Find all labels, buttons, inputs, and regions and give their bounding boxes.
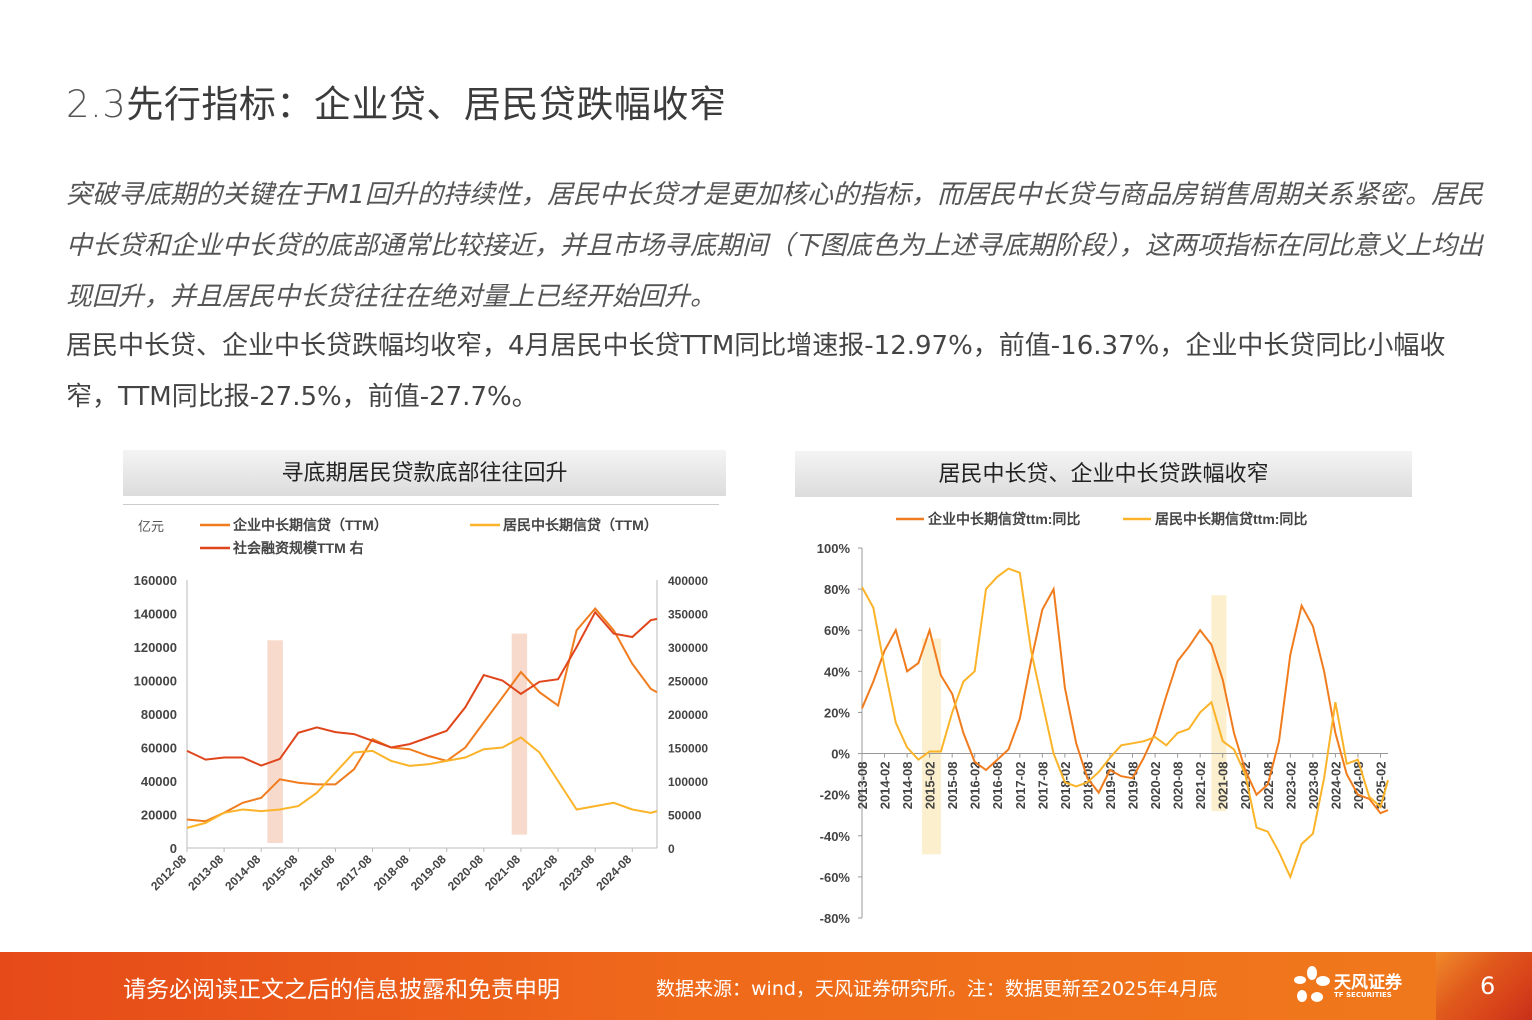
x-tick-label: 2015-08 — [945, 762, 960, 810]
y-tick-label: 80% — [824, 582, 850, 597]
logo-cn-text: 天风证券 — [1334, 973, 1402, 993]
y-left-tick-label: 20000 — [141, 808, 177, 823]
y-tick-label: -80% — [820, 911, 851, 926]
y-left-tick-label: 60000 — [141, 741, 177, 756]
section-number: 2.3 — [66, 83, 127, 126]
tf-securities-logo: 天风证券 TF SECURITIES — [1292, 966, 1432, 1008]
chart1-title: 寻底期居民贷款底部往往回升 — [123, 450, 726, 496]
series-line-0 — [861, 585, 1389, 815]
section-title: 先行指标：企业贷、居民贷跌幅收窄 — [126, 83, 727, 126]
unit-label: 亿元 — [138, 520, 164, 535]
x-tick-label: 2018-08 — [1080, 762, 1095, 810]
y-left-tick-label: 160000 — [134, 573, 177, 588]
legend-label: 居民中长期信贷（TTM） — [503, 517, 658, 533]
shaded-period — [511, 633, 528, 835]
y-left-tick-label: 140000 — [134, 607, 177, 622]
y-tick-label: 60% — [824, 623, 850, 638]
x-tick-label: 2015-02 — [923, 762, 938, 810]
chart1-divider — [123, 504, 719, 505]
x-tick-label: 2020-02 — [1148, 762, 1163, 810]
shaded-period — [267, 640, 283, 843]
summary-paragraph: 居民中长贷、企业中长贷跌幅均收窄，4月居民中长贷TTM同比增速报-12.97%，… — [66, 331, 1446, 412]
disclaimer-text: 请务必阅读正文之后的信息披露和免责申明 — [123, 977, 560, 1003]
y-right-tick-label: 250000 — [668, 675, 708, 689]
y-tick-label: 40% — [824, 664, 850, 679]
x-tick-label: 2023-08 — [1306, 762, 1321, 810]
x-tick-label: 2016-08 — [990, 762, 1005, 810]
legend-label: 社会融资规模TTM 右 — [232, 540, 364, 556]
page-title: 2.3先行指标：企业贷、居民贷跌幅收窄 — [66, 74, 726, 128]
y-tick-label: -40% — [820, 829, 851, 844]
y-right-tick-label: 200000 — [668, 708, 708, 722]
legend-label: 居民中长期信贷ttm:同比 — [1155, 511, 1307, 527]
footer-bar: 请务必阅读正文之后的信息披露和免责申明 数据来源：wind，天风证券研究所。注：… — [0, 952, 1532, 1020]
y-right-tick-label: 50000 — [668, 809, 702, 823]
y-right-tick-label: 150000 — [668, 742, 708, 756]
y-tick-label: 100% — [817, 541, 851, 556]
y-left-tick-label: 40000 — [141, 774, 177, 789]
y-left-tick-label: 120000 — [134, 640, 177, 655]
x-tick-label: 2024-02 — [1328, 762, 1343, 810]
legend-label: 企业中长期信贷（TTM） — [232, 517, 388, 533]
x-tick-label: 2020-08 — [1171, 762, 1186, 810]
y-tick-label: -60% — [820, 870, 851, 885]
series-line-1 — [861, 567, 1389, 880]
y-left-tick-label: 100000 — [134, 674, 177, 689]
shaded-period — [922, 638, 941, 855]
x-tick-label: 2016-02 — [968, 762, 983, 810]
chart2-title: 居民中长贷、企业中长贷跌幅收窄 — [795, 451, 1412, 497]
series-line-1 — [186, 736, 658, 829]
x-tick-label: 2023-02 — [1283, 762, 1298, 810]
y-tick-label: 20% — [824, 705, 850, 720]
x-tick-label: 2017-08 — [1035, 762, 1050, 810]
y-tick-label: 0% — [831, 747, 850, 762]
x-tick-label: 2021-02 — [1193, 762, 1208, 810]
data-source-text: 数据来源：wind，天风证券研究所。注：数据更新至2025年4月底 — [656, 978, 1218, 1000]
page-number: 6 — [1480, 972, 1496, 1000]
x-tick-label: 2025-02 — [1373, 762, 1388, 810]
y-right-tick-label: 350000 — [668, 608, 708, 622]
logo-en-text: TF SECURITIES — [1334, 991, 1392, 999]
page-number-box: 6 — [1436, 952, 1532, 1020]
y-right-tick-label: 0 — [668, 842, 675, 856]
series-line-0 — [186, 606, 658, 823]
y-left-tick-label: 0 — [170, 841, 177, 856]
y-right-tick-label: 300000 — [668, 641, 708, 655]
x-tick-label: 2019-08 — [1126, 762, 1141, 810]
italic-paragraph: 突破寻底期的关键在于M1回升的持续性，居民中长贷才是更加核心的指标，而居民中长贷… — [66, 180, 1484, 312]
y-tick-label: -20% — [820, 788, 851, 803]
y-right-tick-label: 400000 — [668, 574, 708, 588]
x-tick-label: 2021-08 — [1216, 762, 1231, 810]
x-tick-label: 2013-08 — [855, 762, 870, 810]
x-tick-label: 2017-02 — [1013, 762, 1028, 810]
x-tick-label: 2019-02 — [1103, 762, 1118, 810]
legend-label: 企业中长期信贷ttm:同比 — [927, 511, 1080, 527]
x-tick-label: 2022-08 — [1261, 762, 1276, 810]
x-tick-label: 2014-08 — [900, 762, 915, 810]
series-line-2 — [186, 610, 658, 767]
flower-logo-icon — [1294, 966, 1330, 1002]
x-tick-label: 2014-02 — [878, 762, 893, 810]
y-right-tick-label: 100000 — [668, 775, 708, 789]
y-left-tick-label: 80000 — [141, 707, 177, 722]
